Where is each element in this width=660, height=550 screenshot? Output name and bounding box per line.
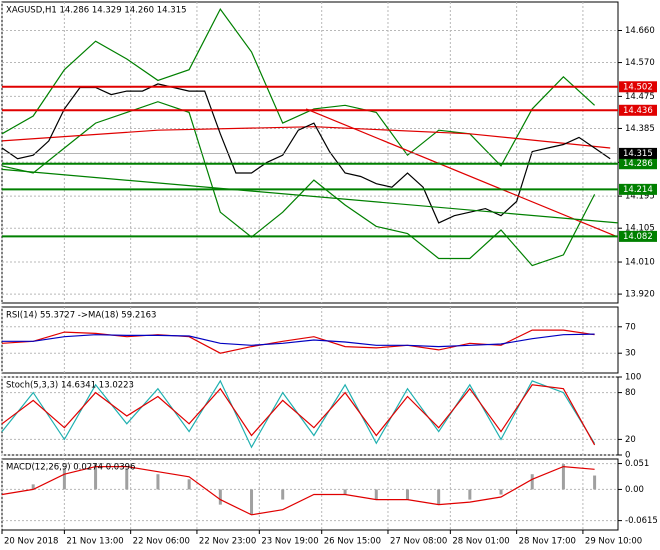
- y-tick-label: 80: [625, 388, 636, 398]
- last-price-tag: [619, 147, 657, 159]
- series-line: [1, 7, 596, 167]
- series-line: [1, 384, 596, 446]
- x-tick-label: 22 Nov 06:00: [133, 537, 190, 547]
- series-line: [1, 83, 611, 224]
- y-tick-label: 0: [625, 451, 630, 461]
- y-tick-label: 14.660: [625, 26, 655, 36]
- level-label: 14.502: [623, 82, 653, 92]
- level-tag: [619, 104, 657, 116]
- y-tick-label: 14.105: [625, 224, 655, 234]
- level-label: 14.286: [623, 159, 653, 169]
- y-tick-label: -0.0615: [625, 516, 658, 526]
- panel-title: RSI(14) 55.3727 ->MA(18) 59.2163: [6, 311, 156, 321]
- histogram-bar: [0, 489, 4, 490]
- last-price-label: 14.315: [623, 149, 653, 159]
- histogram-bar: [499, 489, 503, 495]
- y-tick-label: 100: [625, 373, 641, 383]
- y-tick-label: 0.051: [625, 459, 649, 469]
- x-tick-label: 22 Nov 23:00: [199, 537, 256, 547]
- histogram-bar: [343, 489, 347, 495]
- y-tick-label: 14.010: [625, 258, 655, 268]
- level-label: 14.436: [623, 106, 653, 116]
- series-line: [1, 329, 595, 354]
- level-tag: [619, 183, 657, 195]
- histogram-bar: [31, 484, 35, 490]
- x-tick-label: 26 Nov 15:00: [324, 537, 381, 547]
- trendline: [1, 168, 619, 224]
- x-tick-label: 28 Nov 17:00: [519, 537, 576, 547]
- panel-title: MACD(12,26,9) 0.0274 0.0396: [6, 463, 135, 473]
- level-tag: [619, 81, 657, 93]
- histogram-bar: [281, 489, 285, 500]
- series-line: [1, 126, 611, 149]
- y-tick-label: 13.920: [625, 290, 655, 300]
- histogram-bar: [437, 489, 441, 505]
- x-tick-label: 29 Nov 10:00: [585, 537, 642, 547]
- histogram-bar: [94, 464, 98, 490]
- histogram-bar: [312, 489, 316, 490]
- histogram-bar: [187, 479, 191, 490]
- histogram-bar: [593, 475, 597, 490]
- x-tick-label: 27 Nov 08:00: [390, 537, 447, 547]
- histogram-bar: [561, 464, 565, 490]
- y-tick-label: 70: [625, 322, 636, 332]
- level-label: 14.214: [623, 185, 653, 195]
- level-label: 14.082: [623, 232, 653, 242]
- y-tick-label: 30: [625, 349, 636, 359]
- signal-line: [1, 465, 595, 516]
- histogram-bar: [468, 489, 472, 500]
- histogram-bar: [530, 474, 534, 490]
- x-tick-label: 20 Nov 2018: [4, 537, 58, 547]
- y-tick-label: 14.475: [625, 92, 655, 102]
- y-tick-label: 0.00: [625, 485, 644, 495]
- histogram-bar: [374, 489, 378, 500]
- panel-frame: [1, 1, 619, 304]
- histogram-bar: [156, 474, 160, 490]
- x-tick-label: 23 Nov 19:00: [261, 537, 318, 547]
- level-tag: [619, 230, 657, 242]
- histogram-bar: [125, 469, 129, 490]
- x-tick-label: 28 Nov 01:00: [452, 537, 509, 547]
- y-tick-label: 14.570: [625, 58, 655, 68]
- panel-title: XAGUSD,H1 14.286 14.329 14.260 14.315: [6, 6, 187, 16]
- x-tick-label: 21 Nov 13:00: [66, 537, 123, 547]
- histogram-bar: [405, 489, 409, 500]
- level-tag: [619, 158, 657, 170]
- histogram-bar: [250, 489, 254, 515]
- y-tick-label: 20: [625, 435, 636, 445]
- series-line: [1, 101, 596, 267]
- y-tick-label: 14.385: [625, 124, 655, 134]
- histogram-bar: [62, 469, 66, 490]
- trendline: [305, 108, 619, 238]
- panel-title: Stoch(5,3,3) 14.6341 13.0223: [6, 381, 134, 391]
- series-line: [2, 333, 595, 348]
- y-tick-label: 14.195: [625, 192, 655, 202]
- histogram-bar: [218, 489, 222, 505]
